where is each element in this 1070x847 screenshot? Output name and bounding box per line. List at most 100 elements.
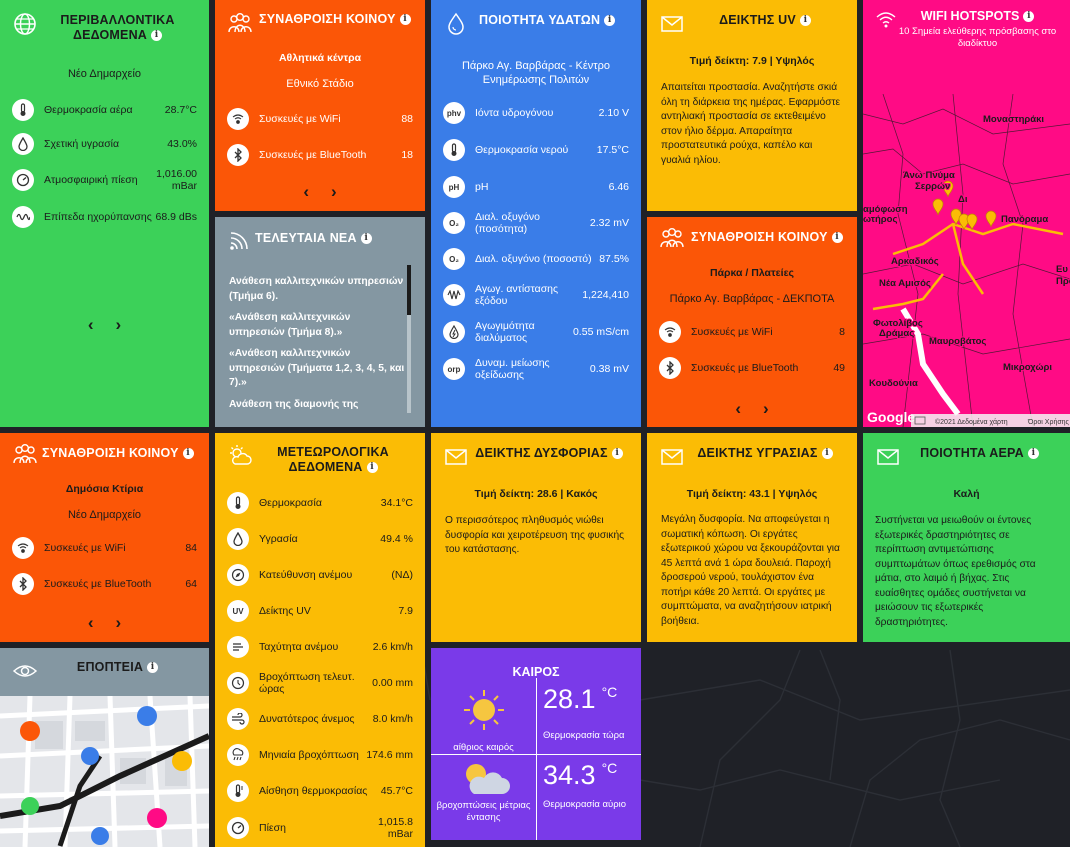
uv-icon: UV — [227, 600, 249, 622]
bluetooth-devices-label: Συσκευές με BlueTooth — [259, 149, 367, 161]
temperature-tomorrow: 34.3 — [543, 760, 596, 790]
uv-index-tile: ΔΕΙΚΤΗΣ UV i Τιμή δείκτη: 7.9 | Υψηλός Απ… — [647, 0, 857, 211]
humidity-value: Τιμή δείκτη: 43.1 | Υψηλός — [686, 488, 818, 500]
wind-speed-icon — [227, 636, 249, 658]
meteo-row: Βροχόπτωση τελευτ. ώρας 0.00 mm — [215, 665, 425, 701]
info-icon[interactable]: i — [147, 662, 159, 674]
svg-text:Ευ: Ευ — [1056, 264, 1068, 275]
news-list[interactable]: Ανάθεση καλλιτεχνικών υπηρεσιών (Τμήμα 6… — [229, 275, 407, 427]
bluetooth-crowd-icon — [12, 573, 34, 595]
bluetooth-devices-row: Συσκευές με BlueTooth 49 — [647, 354, 857, 382]
water-value: 0.38 mV — [589, 363, 629, 375]
strong-wind-icon — [227, 708, 249, 730]
info-icon[interactable]: i — [366, 462, 378, 474]
meteo-row: Δυνατότερος άνεμος 8.0 km/h — [215, 701, 425, 737]
wifi-crowd-icon — [227, 108, 249, 130]
environment-location: Νέο Δημαρχείο — [67, 68, 142, 80]
svg-text:Μαυροβάτος: Μαυροβάτος — [929, 336, 986, 347]
rain-hour-icon — [227, 672, 249, 694]
air-value: Καλή — [953, 488, 980, 500]
humidity-description: Μεγάλη δυσφορία. Να αποφεύγεται η σωματι… — [661, 514, 840, 627]
water-title: ΠΟΙΟΤΗΤΑ ΥΔΑΤΩΝ — [479, 13, 601, 27]
meteo-label: Πίεση — [259, 822, 286, 834]
info-icon[interactable]: i — [1027, 448, 1039, 460]
svg-text:Μικροχώρι: Μικροχώρι — [1003, 362, 1052, 373]
gauge-icon — [12, 169, 34, 191]
envelope-icon — [661, 449, 683, 465]
prev-arrow-button[interactable]: ‹ — [87, 613, 94, 632]
wifi-devices-row: Συσκευές με WiFi 8 — [647, 318, 857, 346]
meteo-label: Βροχόπτωση τελευτ. ώρας — [259, 671, 355, 695]
wifi-devices-value: 88 — [401, 113, 413, 125]
crowd-title: ΣΥΝΑΘΡΟΙΣΗ ΚΟΙΝΟΥ — [259, 12, 396, 26]
news-scrollbar[interactable] — [407, 265, 411, 415]
meteo-value: 0.00 mm — [372, 677, 413, 689]
news-title: ΤΕΛΕΥΤΑΙΑ ΝΕΑ — [255, 231, 357, 245]
meteo-value: 45.7°C — [380, 785, 413, 797]
info-icon[interactable]: i — [151, 30, 163, 42]
meteo-row: Μηνιαία βροχόπτωση 174.6 mm — [215, 737, 425, 773]
news-item[interactable]: «Ανάθεση καλλιτεχνικών υπηρεσιών (Τμήμα … — [229, 312, 351, 338]
info-icon[interactable]: i — [799, 15, 811, 27]
envelope-icon — [661, 16, 683, 32]
info-icon[interactable]: i — [399, 14, 411, 26]
wifi-devices-label: Συσκευές με WiFi — [691, 326, 773, 338]
info-icon[interactable]: i — [831, 232, 843, 244]
water-label: Διαλ. οξυγόνο (ποσότητα) — [475, 211, 540, 235]
meteo-label: Κατεύθυνση ανέμου — [259, 569, 353, 581]
water-value: 87.5% — [599, 253, 629, 265]
environment-title: ΠΕΡΙΒΑΛΛΟΝΤΙΚΑ ΔΕΔΟΜΕΝΑ — [60, 13, 175, 42]
meteo-label: Υγρασία — [259, 533, 298, 545]
env-value: 1,016.00 mBar — [156, 168, 197, 192]
next-arrow-button[interactable]: › — [115, 613, 122, 632]
next-arrow-button[interactable]: › — [331, 182, 337, 201]
env-row: Ατμοσφαιρική πίεση 1,016.00 mBar — [0, 161, 209, 199]
env-label: Θερμοκρασία αέρα — [44, 104, 133, 116]
bluetooth-crowd-icon — [227, 144, 249, 166]
info-icon[interactable]: i — [360, 233, 372, 245]
water-row: O₂ Διαλ. οξυγόνο (ποσοστό) 87.5% — [431, 241, 641, 277]
prev-arrow-button[interactable]: ‹ — [303, 182, 309, 201]
meteo-label: Αίσθηση θερμοκρασίας — [259, 785, 368, 797]
meteo-label: Δυνατότερος άνεμος — [259, 713, 355, 725]
info-icon[interactable]: i — [611, 448, 623, 460]
info-icon[interactable]: i — [821, 448, 833, 460]
svg-text:Δι: Δι — [958, 194, 968, 205]
discomfort-value: Τιμή δείκτη: 28.6 | Κακός — [474, 488, 598, 500]
temperature-tomorrow-unit: °C — [601, 760, 618, 776]
sound-wave-icon — [12, 206, 34, 228]
news-tile: ΤΕΛΕΥΤΑΙΑ ΝΕΑ i Ανάθεση καλλιτεχνικών υπη… — [215, 217, 425, 427]
next-arrow-button[interactable]: › — [115, 315, 122, 334]
news-item[interactable]: «Ανάθεση καλλιτεχνικών υπηρεσιών (Τμήματ… — [229, 348, 405, 388]
weather-tile: ΚΑΙΡΟΣ αίθριος καιρός 28.1 °C Θερμοκρασία… — [431, 648, 641, 840]
wifi-devices-label: Συσκευές με WiFi — [259, 113, 341, 125]
water-label: pH — [475, 181, 489, 193]
crowd-icon — [13, 444, 37, 464]
surveillance-map[interactable] — [0, 696, 209, 847]
surveillance-tile: ΕΠΟΠΤΕΙΑ i — [0, 648, 209, 847]
temperature-now-unit: °C — [601, 684, 618, 700]
crowd-category: Δημόσια Κτίρια — [65, 483, 144, 495]
next-arrow-button[interactable]: › — [763, 399, 769, 418]
temperature-tomorrow-label: Θερμοκρασία αύριο — [543, 799, 627, 810]
prev-arrow-button[interactable]: ‹ — [735, 399, 741, 418]
svg-text:αμόφωση: αμόφωση — [863, 204, 908, 215]
oxygen-percent-icon: O₂ — [443, 248, 465, 270]
wifi-devices-label: Συσκευές με WiFi — [44, 542, 126, 554]
hotspots-map[interactable]: Μοναστηράκι Άνω Πνύμα Σερρών Δι αμόφωση … — [863, 94, 1070, 427]
meteo-row: Θερμοκρασία 34.1°C — [215, 485, 425, 521]
news-item[interactable]: Ανάθεση καλλιτεχνικών υπηρεσιών (Τμήμα 6… — [229, 276, 404, 302]
info-icon[interactable]: i — [604, 15, 616, 27]
envelope-icon — [877, 449, 899, 465]
cloud-sun-icon — [230, 445, 252, 465]
air-description: Συστήνεται να μειωθούν οι έντονες εξωτερ… — [875, 515, 1036, 628]
env-value: 28.7°C — [164, 104, 197, 116]
info-icon[interactable]: i — [182, 448, 194, 460]
compass-icon — [227, 564, 249, 586]
bluetooth-devices-label: Συσκευές με BlueTooth — [691, 362, 799, 374]
prev-arrow-button[interactable]: ‹ — [87, 315, 94, 334]
air-title: ΠΟΙΟΤΗΤΑ ΑΕΡΑ — [920, 446, 1024, 460]
svg-text:Πανόραμα: Πανόραμα — [1001, 214, 1048, 225]
info-icon[interactable]: i — [1023, 11, 1035, 23]
eye-icon — [12, 665, 38, 677]
